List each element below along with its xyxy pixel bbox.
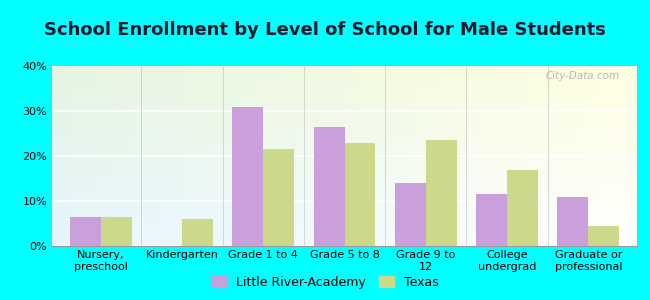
Bar [233, 106, 263, 246]
Text: City-Data.com: City-Data.com [545, 71, 619, 81]
Text: School Enrollment by Level of School for Male Students: School Enrollment by Level of School for… [44, 21, 606, 39]
Bar [70, 217, 101, 246]
Bar [395, 183, 426, 246]
Bar [476, 194, 507, 246]
Bar [507, 169, 538, 246]
Bar [426, 140, 456, 246]
Bar [182, 219, 213, 246]
Bar [313, 127, 345, 246]
Bar [101, 217, 131, 246]
Bar [588, 226, 619, 246]
Legend: Little River-Academy, Texas: Little River-Academy, Texas [207, 271, 443, 294]
Bar [558, 196, 588, 246]
Bar [344, 142, 376, 246]
Bar [263, 149, 294, 246]
